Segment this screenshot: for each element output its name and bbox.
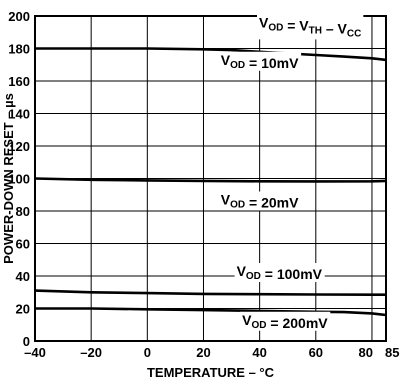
x-axis-label: TEMPERATURE – °C — [147, 365, 275, 379]
y-tick-label: 180 — [8, 42, 30, 57]
label-background — [240, 311, 331, 331]
x-tick-label: 40 — [252, 345, 266, 360]
curves — [34, 47, 387, 317]
y-tick-label: 120 — [8, 139, 30, 154]
series-label: VOD = 10mV — [221, 52, 299, 71]
annotation-label: VOD = VTH – VCC — [259, 14, 361, 39]
curve-labels: VOD = VTH – VCC VOD = 10mV VOD = 20mV VOD =… — [218, 14, 364, 331]
x-tick-label: 60 — [309, 345, 323, 360]
series-line — [34, 177, 387, 183]
x-tick-label: –20 — [80, 345, 102, 360]
x-tick-label: 0 — [144, 345, 151, 360]
x-tick-label: 85 — [385, 345, 399, 360]
y-tick-label: 200 — [8, 9, 30, 24]
y-tick-label: 80 — [16, 204, 30, 219]
series-label: VOD = 100mV — [237, 263, 323, 282]
y-tick-label: 20 — [16, 302, 30, 317]
y-tick-label: 160 — [8, 74, 30, 89]
x-tick-labels: –40 –20 0 20 40 60 80 85 — [24, 345, 399, 360]
x-tick-label: 80 — [358, 345, 372, 360]
y-tick-labels: 0 20 40 60 80 100 120 140 160 180 200 — [8, 9, 30, 349]
label-background — [257, 14, 364, 40]
series-line — [35, 47, 387, 62]
series-line — [34, 289, 386, 296]
y-tick-label: 0 — [23, 334, 30, 349]
y-tick-label: 40 — [16, 269, 30, 284]
label-background — [218, 191, 302, 211]
plot-frame — [34, 15, 387, 342]
series-label: VOD = 200mV — [242, 312, 328, 331]
y-tick-label: 100 — [8, 172, 30, 187]
x-tick-label: –40 — [24, 345, 46, 360]
y-tick-label: 60 — [16, 237, 30, 252]
x-tick-label: 20 — [196, 345, 210, 360]
series-line — [35, 307, 387, 317]
label-background — [218, 51, 302, 71]
series-label: VOD = 20mV — [221, 192, 299, 211]
label-background — [234, 263, 325, 282]
y-tick-label: 140 — [8, 107, 30, 122]
y-axis-label: POWER-DOWN RESET – µs — [1, 93, 16, 264]
